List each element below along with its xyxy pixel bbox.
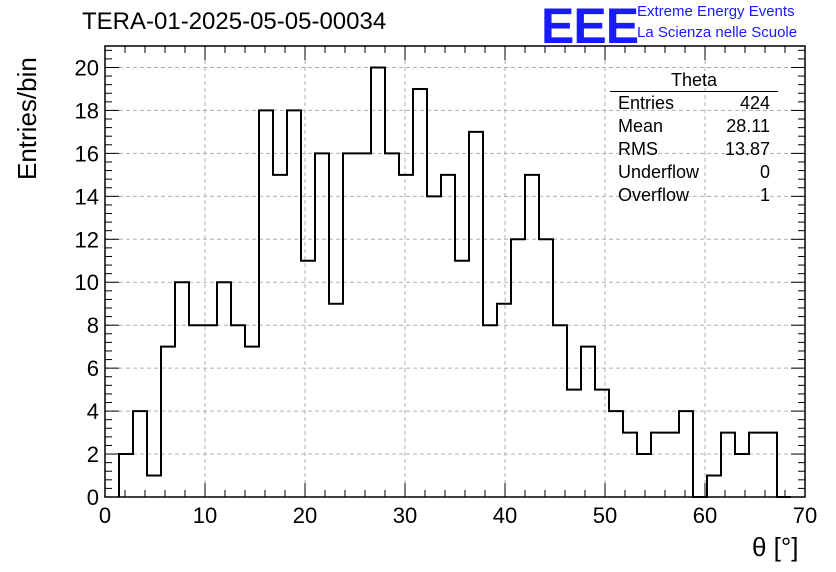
stats-label: RMS: [618, 139, 658, 159]
stats-row-overflow: Overflow 1: [610, 184, 778, 207]
stats-label: Underflow: [618, 162, 700, 182]
stats-value: 424: [739, 93, 770, 113]
x-tick-label: 50: [593, 503, 617, 528]
x-tick-label: 60: [693, 503, 717, 528]
stats-label: Entries: [618, 93, 675, 113]
stats-label: Overflow: [618, 185, 690, 205]
eee-logo: EEE: [541, 0, 639, 54]
x-tick-label: 30: [393, 503, 417, 528]
y-tick-label: 0: [87, 485, 99, 510]
logo-line-1: Extreme Energy Events: [637, 3, 795, 20]
y-tick-label: 10: [75, 270, 99, 295]
x-tick-label: 70: [793, 503, 817, 528]
x-axis-label: θ [°]: [752, 532, 799, 562]
x-tick-label: 20: [293, 503, 317, 528]
x-tick-label: 40: [493, 503, 517, 528]
stats-value: 0: [759, 162, 770, 182]
stats-value: 28.11: [726, 116, 770, 136]
y-tick-label: 6: [87, 356, 99, 381]
stats-row-underflow: Underflow 0: [610, 161, 778, 184]
y-tick-label: 20: [75, 55, 99, 80]
plot-frame: [104, 45, 806, 498]
y-tick-label: 8: [87, 313, 99, 338]
stats-label: Mean: [618, 116, 664, 136]
stats-box: Theta Entries 424 Mean 28.11 RMS 13.87 U…: [610, 70, 778, 207]
stats-row-mean: Mean 28.11: [610, 115, 778, 138]
stats-value: 1: [759, 185, 770, 205]
y-axis-label: Entries/bin: [12, 57, 42, 180]
logo-line-2: La Scienza nelle Scuole: [637, 24, 798, 41]
y-tick-label: 16: [75, 141, 99, 166]
y-tick-label: 14: [75, 184, 99, 209]
y-tick-label: 2: [87, 442, 99, 467]
x-tick-label: 10: [193, 503, 217, 528]
stats-row-rms: RMS 13.87: [610, 138, 778, 161]
stats-box-title: Theta: [610, 70, 778, 92]
y-tick-label: 4: [87, 399, 99, 424]
y-tick-label: 12: [75, 227, 99, 252]
x-tick-label: 0: [99, 503, 111, 528]
y-tick-label: 18: [75, 98, 99, 123]
chart-title: TERA-01-2025-05-05-00034: [82, 8, 387, 35]
stats-row-entries: Entries 424: [610, 92, 778, 115]
stats-value: 13.87: [724, 139, 770, 159]
histogram-step-line: [118, 66, 791, 498]
